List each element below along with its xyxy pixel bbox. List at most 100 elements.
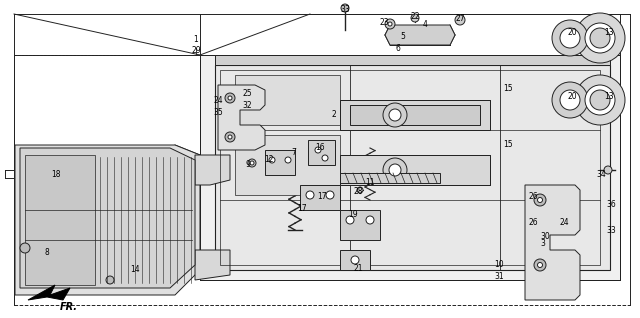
Circle shape — [590, 90, 610, 110]
Polygon shape — [215, 55, 610, 65]
Polygon shape — [195, 250, 230, 280]
Polygon shape — [340, 155, 490, 185]
Text: 35: 35 — [213, 108, 223, 117]
Text: 13: 13 — [604, 92, 614, 101]
Circle shape — [322, 155, 328, 161]
Circle shape — [552, 82, 588, 118]
Text: 8: 8 — [45, 248, 49, 257]
Text: 19: 19 — [348, 210, 358, 219]
Circle shape — [389, 109, 401, 121]
Circle shape — [590, 28, 610, 48]
Polygon shape — [15, 145, 200, 295]
Text: 24: 24 — [213, 96, 223, 105]
Text: 4: 4 — [422, 20, 428, 29]
Text: 16: 16 — [315, 143, 325, 152]
Polygon shape — [265, 150, 295, 175]
Circle shape — [366, 216, 374, 224]
Text: 32: 32 — [242, 101, 252, 110]
Text: 13: 13 — [604, 28, 614, 37]
Circle shape — [228, 96, 232, 100]
Polygon shape — [340, 173, 440, 183]
Circle shape — [534, 194, 546, 206]
Circle shape — [585, 23, 615, 53]
Text: 25: 25 — [242, 89, 252, 98]
Text: 11: 11 — [365, 178, 375, 187]
Polygon shape — [235, 75, 340, 125]
Circle shape — [351, 256, 359, 264]
Text: 18: 18 — [51, 170, 61, 179]
Text: 3: 3 — [541, 239, 545, 248]
Circle shape — [306, 191, 314, 199]
Circle shape — [315, 147, 321, 153]
Circle shape — [411, 14, 419, 22]
Circle shape — [383, 158, 407, 182]
Text: 36: 36 — [606, 200, 616, 209]
Text: 26: 26 — [528, 192, 538, 201]
Polygon shape — [235, 135, 340, 195]
Polygon shape — [215, 65, 610, 270]
Text: 28: 28 — [353, 187, 363, 196]
Text: 5: 5 — [401, 32, 405, 41]
Circle shape — [250, 161, 254, 165]
Text: 26: 26 — [528, 218, 538, 227]
Circle shape — [357, 187, 363, 193]
Circle shape — [346, 216, 354, 224]
Text: 20: 20 — [567, 92, 577, 101]
Circle shape — [575, 75, 625, 125]
Text: 17: 17 — [317, 192, 327, 201]
Polygon shape — [200, 55, 620, 280]
Text: 6: 6 — [396, 44, 401, 53]
Polygon shape — [308, 140, 335, 165]
Text: FR.: FR. — [60, 302, 78, 312]
Text: 15: 15 — [503, 84, 513, 93]
Text: 17: 17 — [297, 204, 307, 213]
Circle shape — [534, 259, 546, 271]
Text: 20: 20 — [567, 28, 577, 37]
Circle shape — [604, 166, 612, 174]
Text: 22: 22 — [410, 12, 420, 21]
Circle shape — [383, 103, 407, 127]
Circle shape — [326, 191, 334, 199]
Circle shape — [225, 93, 235, 103]
Circle shape — [20, 243, 30, 253]
Text: 2: 2 — [332, 110, 337, 119]
Circle shape — [228, 135, 232, 139]
Circle shape — [388, 22, 392, 26]
Circle shape — [560, 90, 580, 110]
Text: 33: 33 — [340, 5, 350, 14]
Polygon shape — [340, 250, 370, 270]
Circle shape — [106, 276, 114, 284]
Circle shape — [248, 159, 256, 167]
Text: 23: 23 — [379, 18, 389, 27]
Circle shape — [560, 28, 580, 48]
Polygon shape — [300, 185, 340, 210]
Circle shape — [389, 164, 401, 176]
Circle shape — [269, 157, 275, 163]
Text: 21: 21 — [353, 264, 363, 273]
Circle shape — [552, 20, 588, 56]
Polygon shape — [20, 148, 195, 288]
Circle shape — [538, 197, 543, 203]
Circle shape — [575, 13, 625, 63]
Text: 12: 12 — [264, 155, 274, 164]
Polygon shape — [350, 105, 480, 125]
Polygon shape — [218, 85, 265, 150]
Text: 34: 34 — [596, 170, 606, 179]
Polygon shape — [525, 185, 580, 300]
Circle shape — [225, 132, 235, 142]
Circle shape — [285, 157, 291, 163]
Polygon shape — [340, 210, 380, 240]
Text: 1: 1 — [194, 35, 198, 44]
Polygon shape — [25, 155, 95, 285]
Text: 10: 10 — [494, 260, 504, 269]
Text: 15: 15 — [503, 140, 513, 149]
Text: 27: 27 — [455, 14, 465, 23]
Text: 9: 9 — [246, 160, 250, 169]
Polygon shape — [385, 25, 455, 45]
Circle shape — [455, 15, 465, 25]
Text: 24: 24 — [559, 218, 569, 227]
Text: 14: 14 — [130, 265, 140, 274]
Circle shape — [385, 19, 395, 29]
Polygon shape — [195, 155, 230, 185]
Circle shape — [585, 85, 615, 115]
